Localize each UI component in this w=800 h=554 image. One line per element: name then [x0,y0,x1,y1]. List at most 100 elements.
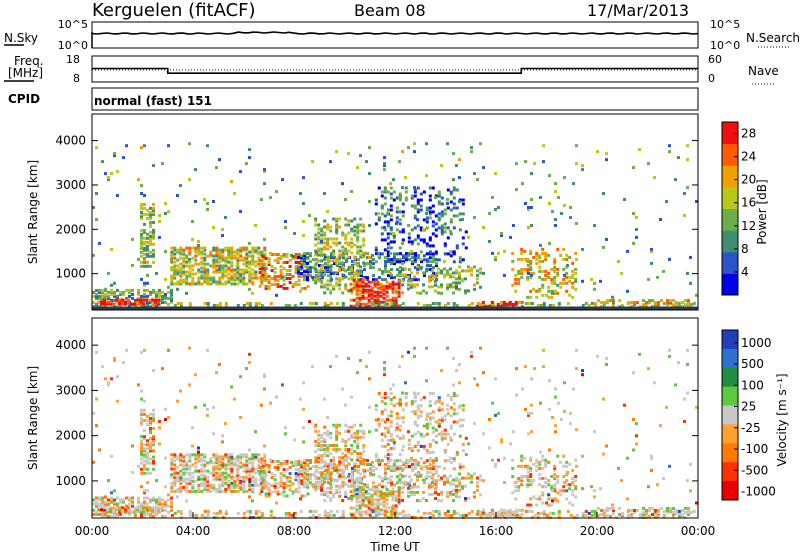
velocity-cell [113,514,116,518]
velocity-cell [324,469,327,473]
velocity-cell [320,472,324,476]
power-cell [314,219,318,223]
velocity-cell [556,499,560,503]
velocity-cell [170,485,174,489]
power-cell [212,262,216,266]
velocity-cell [342,463,345,466]
velocity-cell [236,459,240,463]
velocity-cell [563,381,566,385]
power-cell [669,299,672,303]
power-cell [197,268,201,272]
velocity-cell [523,475,527,478]
velocity-cell [530,403,533,407]
velocity-cell [358,510,362,514]
velocity-cell [413,400,417,404]
velocity-cell [314,476,318,480]
velocity-cell [527,479,530,483]
velocity-cell [538,483,542,487]
power-cell [335,257,339,261]
velocity-cell [425,426,429,430]
velocity-cell [185,489,188,493]
power-cell [455,246,459,250]
power-cell [422,289,425,293]
power-cell [435,264,438,268]
velocity-cell [279,478,283,482]
power-cell [254,264,258,268]
velocity-cell [140,449,143,453]
velocity-cell [410,410,414,414]
power-cell [538,253,542,257]
power-cell [182,278,186,282]
velocity-cell [351,479,354,483]
velocity-cell [437,474,440,478]
velocity-cell [257,459,261,463]
velocity-cell [317,456,321,460]
velocity-cell [538,466,542,470]
power-cell [309,274,312,278]
velocity-cell [425,451,429,454]
velocity-cell [581,513,585,517]
velocity-cell [230,457,234,461]
power-cell [431,302,435,305]
velocity-cell [368,462,371,466]
velocity-cell [349,496,353,500]
power-cell [431,273,434,277]
power-cell [413,204,417,208]
power-cell [227,250,231,254]
velocity-cell [273,486,277,490]
velocity-cell [387,467,390,471]
velocity-cell [630,515,633,519]
velocity-cell [146,454,149,458]
velocity-cell [648,509,651,512]
velocity-cell [146,423,149,426]
velocity-cell [386,396,390,400]
velocity-cell [373,492,377,496]
velocity-cell [230,459,234,463]
power-cell [218,248,222,252]
power-cell [458,260,462,264]
power-cell [317,241,321,245]
power-cell [458,273,461,277]
power-cell [329,279,333,283]
velocity-cell [401,474,404,478]
power-cell [248,304,252,307]
velocity-cell [356,480,360,484]
power-cell [188,260,192,264]
velocity-cell [383,367,386,371]
velocity-cell [408,475,411,479]
power-cell [306,252,309,256]
velocity-cell [455,511,459,515]
velocity-cell [306,483,309,487]
power-cell [242,246,246,250]
power-cell [326,304,330,307]
velocity-cell [191,487,195,491]
power-cell [203,302,207,305]
power-cell [242,278,246,282]
power-cell [571,275,575,279]
power-cell [118,298,121,302]
velocity-cell [197,485,201,489]
power-cell [425,242,429,246]
power-cell [356,231,360,235]
velocity-cell [416,406,420,410]
velocity-cell [541,458,545,462]
power-cell [428,275,431,279]
velocity-cell [494,464,497,468]
power-cell [152,228,155,232]
velocity-cell [407,460,410,464]
velocity-cell [227,483,231,487]
power-cell [335,231,339,235]
velocity-cell [428,486,431,490]
power-cell [230,262,234,266]
velocity-cell [452,457,456,461]
power-cell [413,275,416,279]
power-cell [326,263,330,267]
power-cell [419,228,423,232]
power-cell [209,254,213,258]
power-cell [553,267,557,271]
power-cell [323,269,327,273]
power-cell [551,304,555,307]
velocity-cell [404,381,407,385]
power-cell [173,248,177,252]
power-cell [376,286,380,290]
